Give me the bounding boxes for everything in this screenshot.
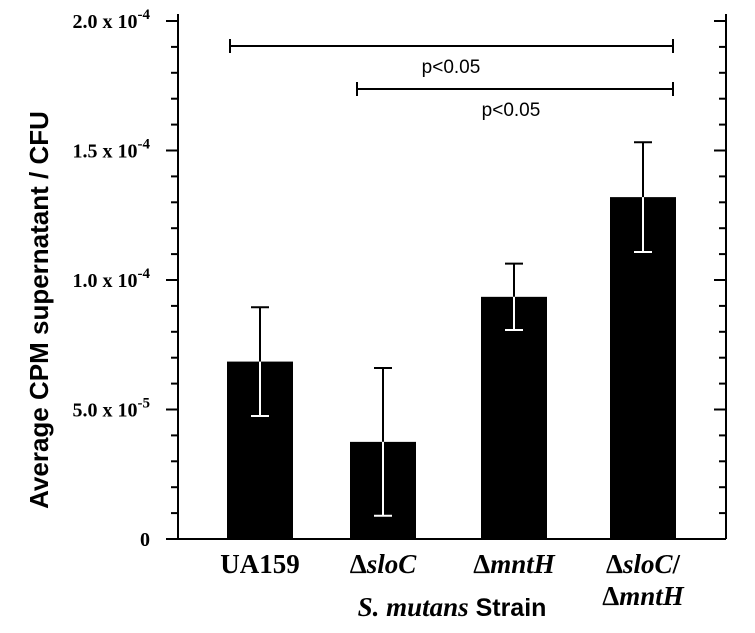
y-tick-label-exponent: -4 bbox=[138, 137, 151, 153]
y-tick-label-base: 0 bbox=[140, 529, 150, 551]
y-tick-label-base: 2.0 x 10 bbox=[73, 11, 138, 33]
category-label: ΔsloC/ bbox=[606, 549, 680, 579]
y-axis-title: Average CPM supernatant / CFU bbox=[24, 111, 54, 509]
category-label-plain: UA159 bbox=[220, 549, 300, 579]
bar bbox=[481, 296, 547, 539]
y-ticks: 05.0 x 10-51.0 x 10-41.5 x 10-42.0 x 10-… bbox=[73, 7, 726, 551]
category-label-plain: / bbox=[671, 549, 680, 579]
y-tick-label-base: 1.0 x 10 bbox=[73, 270, 138, 292]
y-tick-label-base: 1.5 x 10 bbox=[73, 141, 138, 163]
significance-brackets: p<0.05 p<0.05 bbox=[229, 39, 674, 121]
significance-label: p<0.05 bbox=[422, 57, 481, 78]
category-label-delta: Δ bbox=[602, 581, 619, 611]
x-axis-title-italic: S. mutans bbox=[358, 592, 469, 622]
y-tick-label-base: 5.0 x 10 bbox=[73, 400, 138, 422]
y-tick-label: 2.0 x 10-4 bbox=[73, 7, 151, 33]
category-label-italic: sloC bbox=[366, 549, 418, 579]
y-tick-label: 5.0 x 10-5 bbox=[73, 396, 151, 422]
bar bbox=[610, 197, 676, 539]
y-tick-label: 1.5 x 10-4 bbox=[73, 137, 151, 163]
category-label-line2: ΔmntH bbox=[602, 581, 684, 611]
significance-label: p<0.05 bbox=[482, 100, 541, 121]
x-axis-title: S. mutans Strain bbox=[358, 592, 547, 622]
category-label: ΔmntH bbox=[473, 549, 555, 579]
category-labels: UA159 ΔsloC ΔmntH ΔsloC/ΔmntH bbox=[220, 549, 684, 611]
y-tick-label: 0 bbox=[140, 529, 150, 551]
category-label: UA159 bbox=[220, 549, 300, 579]
category-label-italic: sloC bbox=[622, 549, 674, 579]
category-label: ΔsloC bbox=[350, 549, 417, 579]
category-label-italic: mntH bbox=[490, 549, 556, 579]
y-tick-label-exponent: -5 bbox=[138, 396, 151, 412]
category-label-italic: mntH bbox=[619, 581, 685, 611]
category-label-delta: Δ bbox=[350, 549, 367, 579]
category-label-delta: Δ bbox=[606, 549, 623, 579]
category-label-delta: Δ bbox=[473, 549, 490, 579]
y-tick-label-exponent: -4 bbox=[138, 7, 151, 23]
y-tick-label-exponent: -4 bbox=[138, 266, 151, 282]
x-axis-title-rest: Strain bbox=[469, 594, 547, 622]
bars bbox=[227, 141, 676, 539]
y-tick-label: 1.0 x 10-4 bbox=[73, 266, 151, 292]
